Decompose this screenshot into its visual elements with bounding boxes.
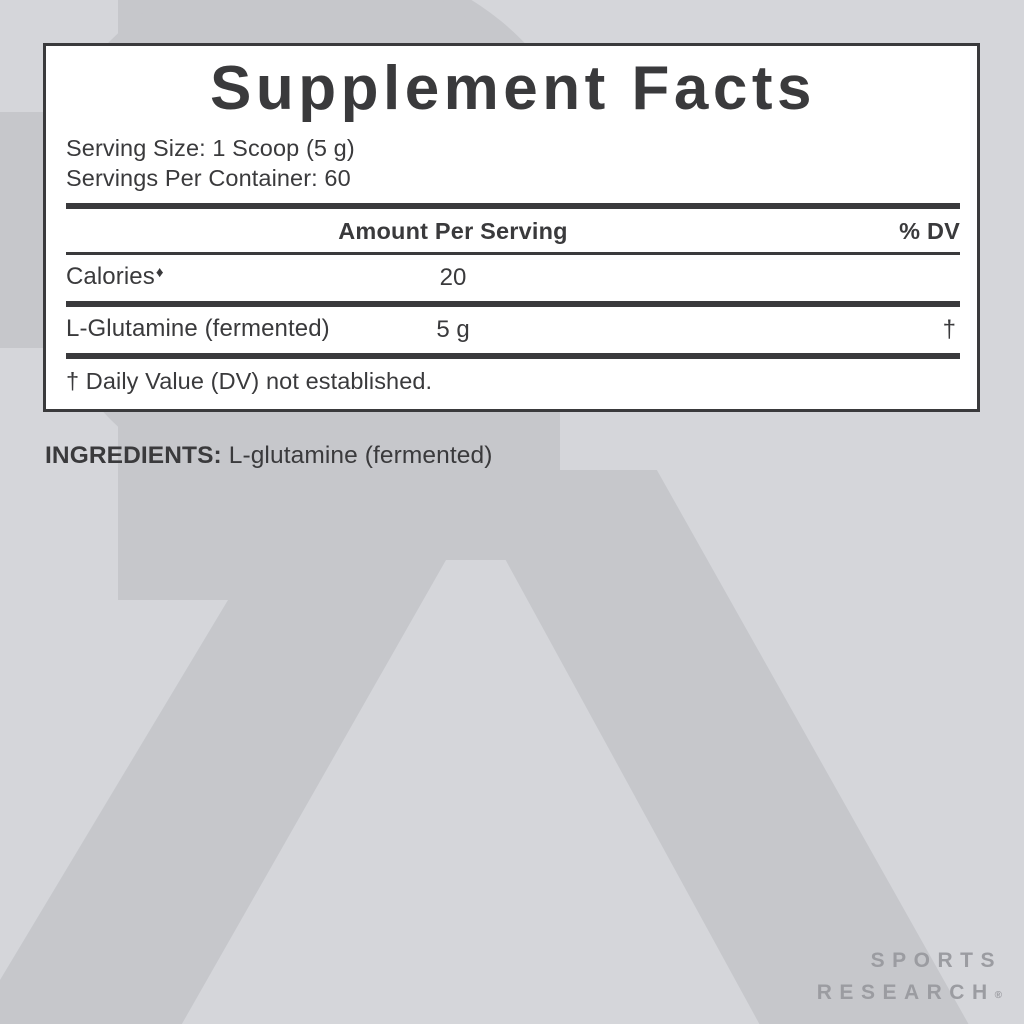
brand-logo: SPORTS RESEARCH® xyxy=(817,945,1002,1010)
table-header-row: Amount Per Serving % DV xyxy=(66,209,960,252)
daily-value-footnote: † Daily Value (DV) not established. xyxy=(66,368,433,395)
table-row: Calories♦ 20 xyxy=(66,255,960,301)
ingredients-line: INGREDIENTS: L-glutamine (fermented) xyxy=(45,442,492,470)
ingredients-value: L-glutamine (fermented) xyxy=(228,442,493,469)
serving-info: Serving Size: 1 Scoop (5 g) Servings Per… xyxy=(66,133,960,193)
table-row: L-Glutamine (fermented) 5 g † xyxy=(66,307,960,353)
column-header-amount-per-serving: Amount Per Serving xyxy=(338,218,568,245)
nutrient-amount-calories: 20 xyxy=(439,264,467,292)
registered-trademark-icon: ® xyxy=(994,990,1002,1002)
serving-size-text: Serving Size: 1 Scoop (5 g) xyxy=(66,135,355,161)
nutrient-dv-l-glutamine: † xyxy=(942,316,956,344)
supplement-facts-panel: Supplement Facts Serving Size: 1 Scoop (… xyxy=(43,43,980,412)
ingredients-label: INGREDIENTS: xyxy=(45,442,222,469)
servings-per-container-text: Servings Per Container: 60 xyxy=(66,165,351,192)
page-title: Supplement Facts xyxy=(210,54,816,123)
column-header-percent-dv: % DV xyxy=(899,218,960,245)
nutrient-amount-l-glutamine: 5 g xyxy=(436,316,470,344)
brand-research-text: RESEARCH xyxy=(816,981,995,1005)
rule-bottom-thick xyxy=(66,353,960,360)
brand-line-research: RESEARCH® xyxy=(817,977,1002,1010)
brand-line-sports: SPORTS xyxy=(870,948,1002,972)
